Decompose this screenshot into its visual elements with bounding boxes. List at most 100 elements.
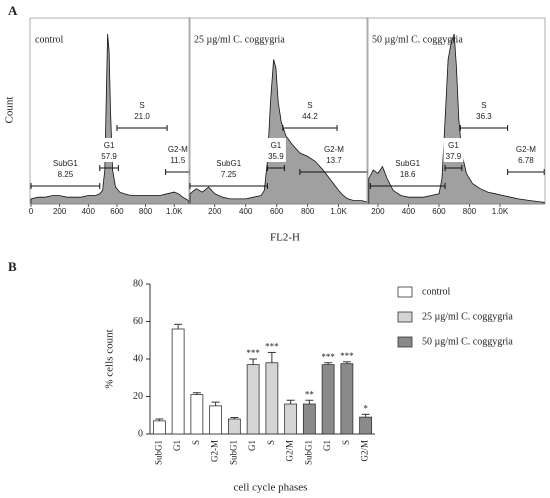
y-axis-label: Count <box>4 97 16 124</box>
significance: *** <box>265 342 279 352</box>
gate-name: SubG1 <box>53 159 78 168</box>
histogram-area <box>189 59 368 205</box>
gate-value: 6.78 <box>518 156 534 165</box>
legend-swatch <box>397 311 413 323</box>
histogram-panel: control SubG1 8.25 G1 57.9 S 21.0 G2-M 11.5 <box>30 33 190 205</box>
x-tick-label: 400 <box>82 207 96 216</box>
x-tick-label: SubG1 <box>228 440 238 465</box>
gate-name: S <box>307 101 312 110</box>
panel-frame <box>29 17 191 205</box>
panel-frame <box>188 17 369 205</box>
x-axis-label: FL2-H <box>270 232 300 244</box>
x-tick-label: 200 <box>53 207 67 216</box>
gate-label-box <box>443 138 464 162</box>
gate-name: G1 <box>448 141 459 150</box>
x-tick-label: G1 <box>322 440 332 451</box>
gate-name: G2-M <box>168 145 188 154</box>
panel-label: A <box>8 3 18 18</box>
bar <box>302 403 316 435</box>
gate-name: G1 <box>104 141 115 150</box>
x-tick-label: G1 <box>172 440 182 451</box>
significance: *** <box>321 352 335 362</box>
bar <box>246 364 260 435</box>
panel-label: B <box>8 259 17 274</box>
histogram-panel: 50 µg/ml C. coggygria SubG1 18.6 G1 37.9 S 36.… <box>368 33 545 205</box>
significance: ** <box>305 389 315 399</box>
histogram-area <box>30 33 190 205</box>
bar <box>152 420 166 435</box>
significance: *** <box>340 351 354 361</box>
gate-name: S <box>481 101 486 110</box>
x-axis-label: cell cycle phases <box>234 482 308 494</box>
x-tick-label: S <box>341 440 351 445</box>
histogram-area <box>368 33 545 205</box>
x-tick-label: 400 <box>402 207 416 216</box>
panel-title: control <box>35 34 64 45</box>
bar <box>209 405 223 435</box>
x-tick-label: 1.0K <box>492 207 509 216</box>
gate-name: G1 <box>271 141 282 150</box>
bar <box>227 418 241 435</box>
bar <box>171 328 185 435</box>
histogram-panel: 25 µg/ml C. coggygria SubG1 7.25 G1 35.9 S 44.… <box>189 34 368 205</box>
legend-label: 50 µg/ml C. coggygria <box>422 336 513 347</box>
panel-frame <box>366 17 546 205</box>
legend-label: control <box>422 286 451 297</box>
bar <box>340 363 354 435</box>
y-tick-label: 0 <box>138 428 143 439</box>
x-tick-label: 800 <box>463 207 477 216</box>
panel-title: 50 µg/ml C. coggygria <box>372 34 463 45</box>
x-tick-label: G2/M <box>360 440 370 462</box>
legend-swatch <box>397 336 413 348</box>
x-tick-label: 800 <box>139 207 153 216</box>
gate-value: 11.5 <box>170 156 186 165</box>
x-tick-label: S <box>266 440 276 445</box>
x-tick-label: 400 <box>239 207 253 216</box>
gate-value: 36.3 <box>476 112 492 121</box>
gate-value: 37.9 <box>446 152 462 161</box>
y-tick-label: 60 <box>133 316 143 327</box>
gate-name: G2-M <box>324 145 344 154</box>
x-tick-label: SubG1 <box>303 440 313 465</box>
significance: * <box>363 403 368 413</box>
x-tick-label: 0 <box>29 207 34 216</box>
gate-name: SubG1 <box>216 159 241 168</box>
x-tick-label: 600 <box>110 207 124 216</box>
gate-value: 44.2 <box>302 112 318 121</box>
gate-name: G2-M <box>516 145 536 154</box>
x-tick-label: 200 <box>371 207 385 216</box>
y-tick-label: 40 <box>133 353 143 364</box>
gate-value: 21.0 <box>134 112 150 121</box>
significance: *** <box>246 348 260 358</box>
gate-value: 7.25 <box>221 170 237 179</box>
gate-name: SubG1 <box>395 159 420 168</box>
gate-value: 18.6 <box>400 170 416 179</box>
y-axis-label: % cells count <box>104 329 116 388</box>
gate-value: 35.9 <box>268 152 284 161</box>
bar <box>284 403 298 435</box>
panel-title: 25 µg/ml C. coggygria <box>194 34 285 45</box>
gate-label-box <box>99 138 120 162</box>
gate-value: 8.25 <box>58 170 74 179</box>
x-tick-label: 800 <box>301 207 315 216</box>
x-tick-label: 200 <box>208 207 222 216</box>
x-tick-label: G2-M <box>210 440 220 462</box>
x-tick-label: SubG1 <box>153 440 163 465</box>
x-tick-label: S <box>191 440 201 445</box>
x-tick-label: G1 <box>247 440 257 451</box>
bar <box>190 394 204 435</box>
legend-label: 25 µg/ml C. coggygria <box>422 311 513 322</box>
y-tick-label: 20 <box>133 391 143 402</box>
x-tick-label: 600 <box>432 207 446 216</box>
bar <box>321 364 335 435</box>
y-tick-label: 80 <box>133 278 143 289</box>
gate-value: 13.7 <box>326 156 342 165</box>
gate-name: S <box>139 101 144 110</box>
x-tick-label: 1.0K <box>166 207 183 216</box>
x-tick-label: 600 <box>270 207 284 216</box>
gate-label-box <box>265 138 286 162</box>
legend-swatch <box>397 286 413 298</box>
x-tick-label: 1.0K <box>330 207 347 216</box>
x-tick-label: G2/M <box>285 440 295 462</box>
